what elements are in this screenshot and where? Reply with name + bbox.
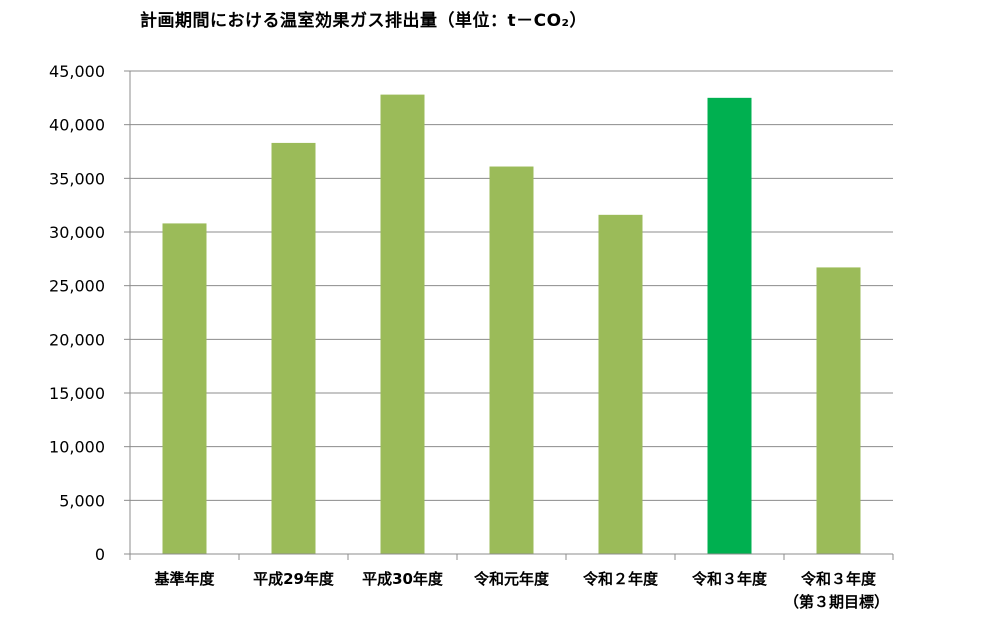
- y-tick-label: 45,000: [49, 62, 105, 81]
- x-tick-label: 平成30年度: [362, 570, 444, 588]
- bar: [162, 223, 207, 554]
- bar: [707, 97, 752, 554]
- x-tick-label: 令和元年度: [474, 570, 550, 588]
- bar: [380, 94, 425, 554]
- x-tick-label: 令和２年度: [583, 570, 659, 588]
- y-tick-label: 25,000: [49, 277, 105, 296]
- y-tick-label: 5,000: [59, 491, 105, 510]
- bars: [162, 94, 861, 554]
- chart-title: 計画期間における温室効果ガス排出量（単位：t－CO₂）: [140, 11, 587, 31]
- bar: [816, 267, 861, 554]
- y-tick-label: 15,000: [49, 384, 105, 403]
- x-tick-label: 平成29年度: [253, 570, 335, 588]
- x-tick-labels: 基準年度 平成29年度 平成30年度 令和元年度 令和２年度 令和３年度 令和３年度 （第３期…: [153, 570, 889, 611]
- bar: [271, 142, 316, 554]
- y-tick-label: 35,000: [49, 169, 105, 188]
- y-tick-label: 20,000: [49, 330, 105, 349]
- x-tick-label: 令和３年度: [801, 570, 877, 588]
- bar: [598, 214, 643, 554]
- y-tick-label: 0: [95, 545, 105, 564]
- y-tick-labels: 0 5,000 10,000 15,000 20,000 25,000 30,000 35,0…: [49, 62, 105, 564]
- x-tick-label: 基準年度: [153, 570, 215, 588]
- x-tick-sublabel: （第３期目標）: [784, 593, 889, 611]
- x-tick-label: 令和３年度: [692, 570, 768, 588]
- y-tick-label: 30,000: [49, 223, 105, 242]
- y-tick-label: 40,000: [49, 116, 105, 135]
- bar: [489, 166, 534, 554]
- axes: [124, 70, 894, 560]
- y-tick-label: 10,000: [49, 438, 105, 457]
